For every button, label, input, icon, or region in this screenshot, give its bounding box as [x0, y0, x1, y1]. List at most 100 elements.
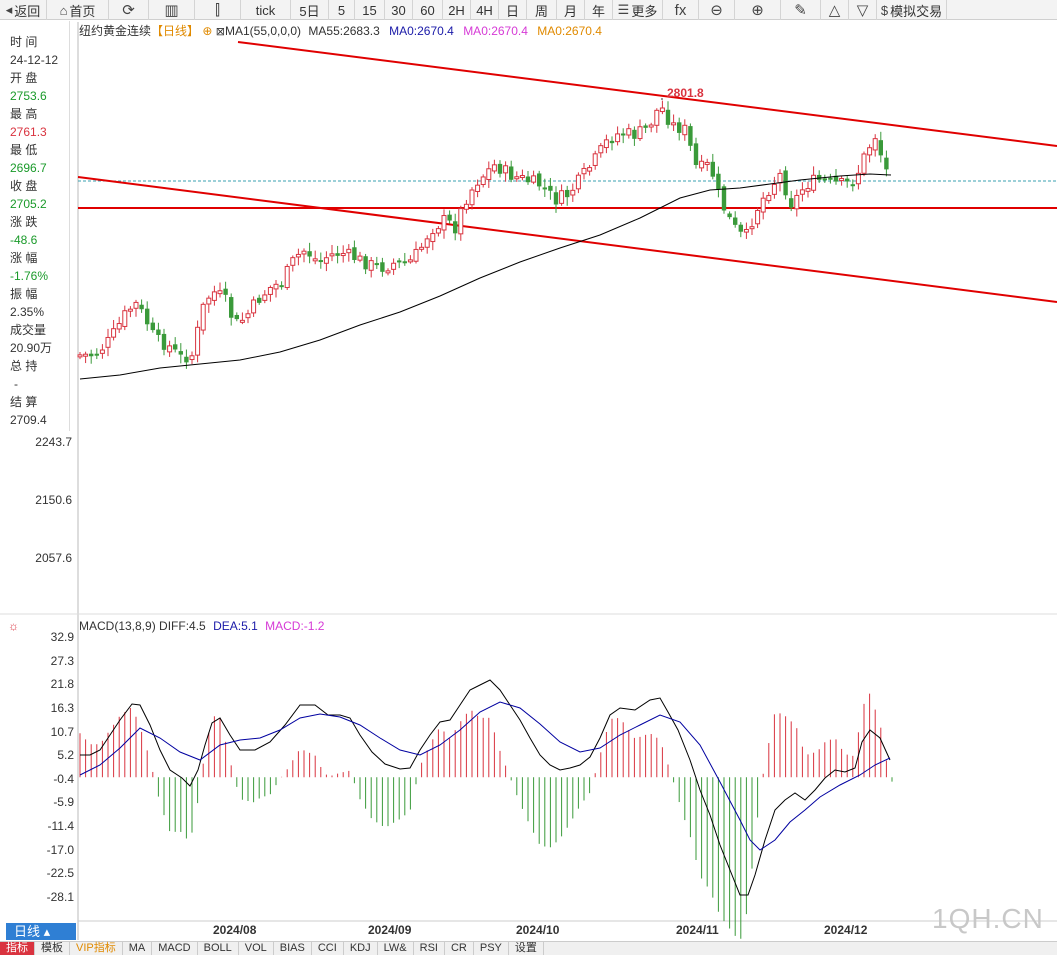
- candle: [307, 242, 312, 264]
- candle: [94, 348, 99, 360]
- toolbar-button-13[interactable]: 日: [499, 0, 527, 20]
- candle-body: [648, 124, 654, 128]
- candle: [475, 179, 481, 198]
- candle-body: [374, 263, 379, 266]
- toolbar-button-22[interactable]: △: [821, 0, 849, 20]
- toolbar-button-0[interactable]: ◂ 返回: [0, 0, 47, 20]
- close-label: 收 盘: [10, 179, 38, 193]
- period-tag[interactable]: 【日线】: [151, 24, 200, 38]
- indicator-tab[interactable]: CR: [445, 942, 474, 955]
- toolbar-button-16[interactable]: 年: [585, 0, 613, 20]
- candle: [262, 290, 268, 304]
- ma-toggle-icon[interactable]: ⊠: [215, 26, 225, 38]
- low-label: 最 低: [10, 143, 38, 157]
- toolbar-button-1[interactable]: ⌂ 首页: [47, 0, 109, 20]
- toolbar-button-15[interactable]: 月: [557, 0, 585, 20]
- candle: [861, 151, 867, 177]
- candle-body: [111, 328, 117, 338]
- candle: [570, 183, 576, 202]
- candle: [195, 320, 201, 363]
- toolbar-button-3[interactable]: ▥: [149, 0, 195, 20]
- candle: [329, 245, 335, 262]
- candle: [419, 242, 425, 252]
- toolbar-button-4[interactable]: ⫿: [195, 0, 241, 20]
- candle: [441, 209, 447, 239]
- toolbar-label-6: 5日: [299, 3, 320, 19]
- candle: [850, 179, 855, 192]
- toolbar-button-19[interactable]: ⊖: [699, 0, 735, 20]
- ma-name: MA1(55,0,0,0): [225, 24, 302, 38]
- candle-body: [850, 184, 855, 187]
- candle: [200, 302, 206, 335]
- candle-body: [654, 109, 660, 126]
- candle-body: [307, 251, 312, 257]
- candle: [643, 123, 648, 134]
- toolbar-button-7[interactable]: 5: [329, 0, 355, 20]
- indicator-tab[interactable]: BIAS: [274, 942, 312, 955]
- indicator-tab[interactable]: 指标: [0, 942, 35, 955]
- candle: [424, 235, 430, 254]
- candle-body: [637, 126, 643, 140]
- candle-body: [312, 258, 318, 262]
- indicator-tabs: 指标 模板 VIP指标 MA MACD BOLL VOL BIAS CCI KDJ LW& RSI CR…: [0, 941, 1057, 955]
- toolbar-button-23[interactable]: ▽: [849, 0, 877, 20]
- indicator-tab[interactable]: MA: [123, 942, 153, 955]
- candle: [156, 322, 161, 342]
- candle: [743, 222, 749, 239]
- toolbar-button-21[interactable]: ✎: [781, 0, 821, 20]
- candle-body: [380, 262, 385, 272]
- candle: [167, 340, 173, 357]
- indicator-tab[interactable]: VIP指标: [70, 942, 123, 955]
- indicator-tab[interactable]: 设置: [509, 942, 544, 955]
- candle-body: [677, 122, 682, 133]
- indicator-tab[interactable]: VOL: [239, 942, 274, 955]
- candle: [575, 172, 581, 194]
- candle: [592, 150, 598, 170]
- toolbar-button-18[interactable]: fx: [663, 0, 699, 20]
- candle: [845, 176, 850, 188]
- macd-tick-label: -28.1: [46, 890, 74, 904]
- candle-body: [811, 174, 817, 191]
- indicator-tab[interactable]: RSI: [414, 942, 445, 955]
- candle: [139, 299, 144, 313]
- indicator-tab[interactable]: BOLL: [198, 942, 239, 955]
- indicator-tab[interactable]: MACD: [152, 942, 198, 955]
- candle-body: [621, 133, 626, 136]
- instrument-title[interactable]: 纽约黄金连续: [79, 24, 152, 38]
- toolbar-button-8[interactable]: 15: [355, 0, 385, 20]
- period-button[interactable]: 日线 ▴: [6, 923, 76, 940]
- indicator-tab[interactable]: 模板: [35, 942, 70, 955]
- candle: [99, 344, 105, 359]
- toolbar-button-20[interactable]: ⊕: [735, 0, 781, 20]
- indicator-tab[interactable]: PSY: [474, 942, 509, 955]
- candle-body: [789, 198, 794, 208]
- toolbar-button-14[interactable]: 周: [527, 0, 557, 20]
- candle-body: [671, 122, 677, 126]
- candle-body: [626, 128, 632, 136]
- macd-tick-label: -11.4: [47, 818, 74, 833]
- toolbar-button-2[interactable]: ⟳: [109, 0, 149, 20]
- candle-body: [845, 178, 850, 182]
- indicator-tab[interactable]: LW&: [378, 942, 414, 955]
- toolbar-icon-3: ▥: [164, 2, 179, 19]
- toolbar-button-11[interactable]: 2H: [443, 0, 471, 20]
- settings-gear-icon[interactable]: ⊕: [202, 24, 213, 38]
- candle-body: [251, 299, 257, 314]
- toolbar-button-24[interactable]: $ 模拟交易: [877, 0, 947, 20]
- toolbar-button-6[interactable]: 5日: [291, 0, 329, 20]
- toolbar-button-10[interactable]: 60: [413, 0, 443, 20]
- toolbar-button-9[interactable]: 30: [385, 0, 413, 20]
- toolbar-button-17[interactable]: ☰ 更多: [613, 0, 663, 20]
- candle: [374, 256, 379, 269]
- indicator-tab[interactable]: KDJ: [344, 942, 378, 955]
- candle-body: [447, 214, 452, 221]
- indicator-tab[interactable]: CCI: [312, 942, 344, 955]
- volume-value: 20.90万: [10, 341, 53, 355]
- macd-settings-icon[interactable]: ☼: [8, 619, 19, 633]
- toolbar-button-12[interactable]: 4H: [471, 0, 499, 20]
- candle-body: [855, 172, 861, 185]
- toolbar-icon-17: ☰: [617, 2, 630, 17]
- toolbar-button-5[interactable]: tick: [241, 0, 291, 20]
- candle: [794, 189, 800, 217]
